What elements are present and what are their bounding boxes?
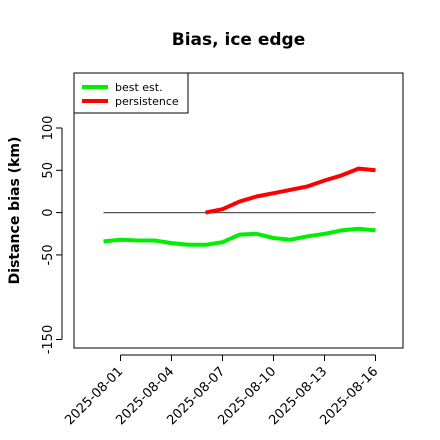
chart-title: Bias, ice edge <box>172 30 306 50</box>
y-tick-label: -50 <box>41 244 56 265</box>
y-tick-label: 50 <box>41 162 56 179</box>
legend-box <box>73 72 189 114</box>
series-line-best-est <box>103 226 376 247</box>
legend-label: persistence <box>115 95 179 108</box>
y-tick-label: 0 <box>41 208 56 216</box>
legend-label: best est. <box>115 81 163 94</box>
y-axis-label: Distance bias (km) <box>7 137 23 285</box>
series-line-persistence <box>205 166 376 215</box>
plot-frame <box>73 72 404 349</box>
y-tick-label: 100 <box>41 116 56 141</box>
y-tick-label: -150 <box>41 325 56 355</box>
